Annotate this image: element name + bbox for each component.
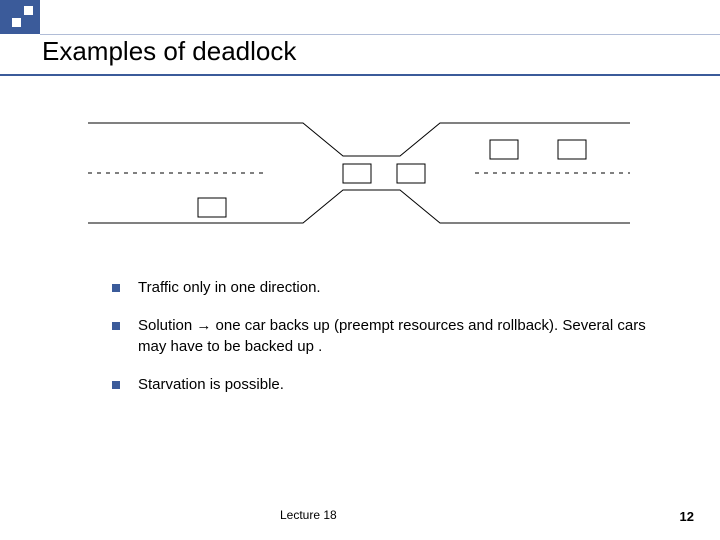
title-underline [0, 74, 720, 76]
bridge-diagram [88, 118, 630, 228]
header-thin-line [40, 34, 720, 35]
bullet-item: Solution → one car backs up (preempt res… [112, 316, 670, 357]
bullet-list: Traffic only in one direction. Solution … [112, 278, 670, 413]
bullet-item: Traffic only in one direction. [112, 278, 670, 298]
bullet-item: Starvation is possible. [112, 375, 670, 395]
header-accent-box [0, 0, 40, 34]
accent-square-1 [24, 6, 33, 15]
bullet-marker-icon [112, 381, 120, 389]
accent-square-2 [12, 18, 21, 27]
slide-title: Examples of deadlock [42, 36, 296, 67]
bullet-text: Starvation is possible. [138, 375, 284, 395]
bullet-marker-icon [112, 284, 120, 292]
bullet-text: Traffic only in one direction. [138, 278, 321, 298]
bullet-text: Solution → one car backs up (preempt res… [138, 316, 670, 357]
footer-lecture-label: Lecture 18 [280, 508, 337, 522]
bullet-marker-icon [112, 322, 120, 330]
page-number: 12 [680, 509, 694, 524]
